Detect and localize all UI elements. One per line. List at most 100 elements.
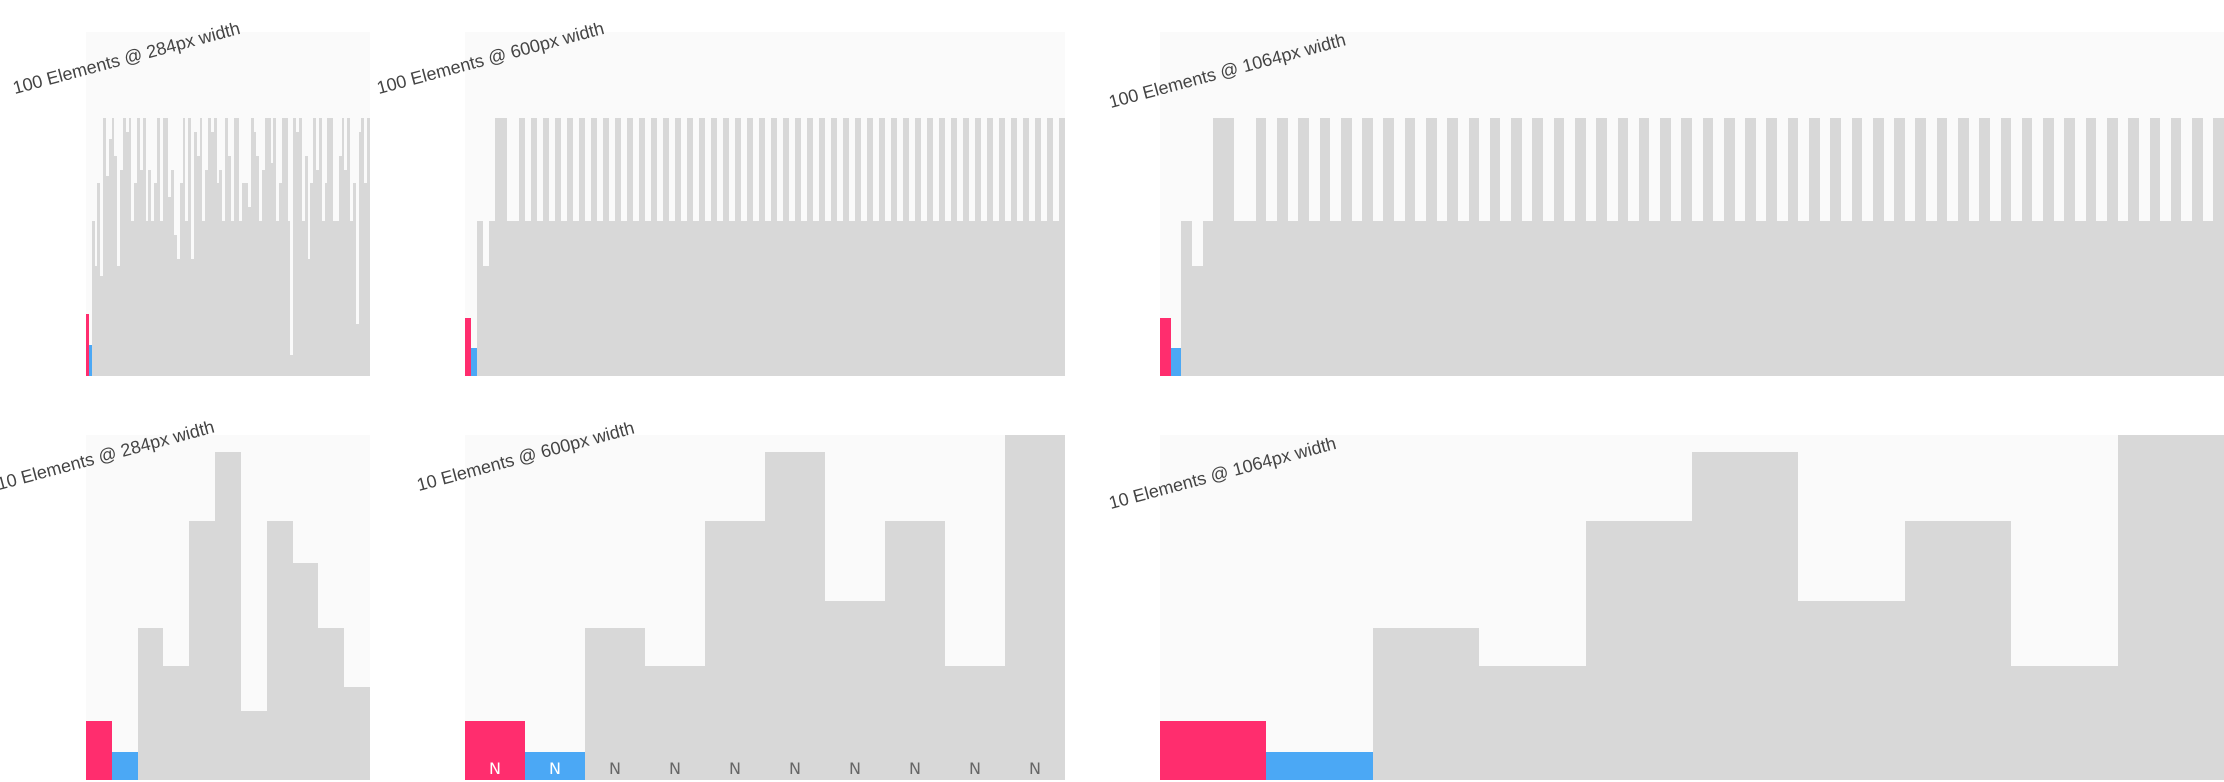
bar bbox=[92, 221, 95, 376]
bar bbox=[171, 170, 174, 376]
bar bbox=[262, 170, 265, 376]
bar bbox=[1011, 118, 1017, 376]
bar bbox=[513, 221, 519, 376]
bar bbox=[2011, 666, 2118, 780]
bar bbox=[1703, 118, 1713, 376]
bar bbox=[1041, 221, 1047, 376]
bar bbox=[168, 197, 171, 376]
bar bbox=[1160, 721, 1266, 780]
bar bbox=[1532, 118, 1543, 376]
bar bbox=[239, 221, 242, 376]
bar bbox=[231, 221, 234, 376]
bar bbox=[1500, 221, 1511, 376]
bar bbox=[2011, 221, 2022, 376]
bar bbox=[344, 687, 370, 780]
bar bbox=[163, 666, 189, 780]
bar bbox=[106, 176, 109, 376]
bar bbox=[344, 170, 347, 376]
bar bbox=[597, 221, 603, 376]
bar bbox=[1958, 118, 1969, 376]
bar bbox=[97, 183, 100, 376]
bar bbox=[316, 170, 319, 376]
bar-label: N bbox=[789, 759, 801, 778]
bar bbox=[293, 118, 296, 376]
bar bbox=[131, 221, 134, 376]
bar bbox=[1596, 118, 1607, 376]
bar bbox=[1362, 118, 1373, 376]
bar bbox=[663, 118, 669, 376]
bar bbox=[711, 118, 717, 376]
bar bbox=[465, 318, 471, 376]
bar bbox=[999, 118, 1005, 376]
bar bbox=[1745, 118, 1756, 376]
bar bbox=[1426, 118, 1437, 376]
bar bbox=[2096, 221, 2107, 376]
bar bbox=[2054, 221, 2064, 376]
bar bbox=[259, 221, 262, 376]
bar bbox=[322, 221, 325, 376]
bar bbox=[1181, 221, 1192, 376]
bar bbox=[1447, 118, 1458, 376]
bar bbox=[217, 183, 219, 376]
bar bbox=[183, 118, 185, 376]
bar bbox=[909, 221, 915, 376]
bar bbox=[2203, 221, 2213, 376]
bar bbox=[330, 118, 333, 376]
bar bbox=[364, 183, 367, 376]
bar bbox=[237, 118, 239, 376]
bar bbox=[609, 221, 615, 376]
bar bbox=[1330, 221, 1341, 376]
bar bbox=[1788, 118, 1798, 376]
bar bbox=[1692, 452, 1798, 780]
bar-label: N bbox=[1029, 759, 1041, 778]
bar bbox=[157, 118, 160, 376]
bar-label: N bbox=[669, 759, 681, 778]
bar bbox=[86, 314, 89, 376]
bar bbox=[318, 628, 344, 780]
bar bbox=[591, 118, 597, 376]
bar bbox=[1798, 221, 1809, 376]
bar bbox=[1894, 118, 1905, 376]
bar bbox=[765, 221, 771, 376]
bar bbox=[285, 118, 288, 376]
bar bbox=[2022, 118, 2032, 376]
bar bbox=[1405, 118, 1415, 376]
bar bbox=[1224, 118, 1234, 376]
bar bbox=[254, 132, 256, 376]
bar-label: N bbox=[489, 759, 501, 778]
bar bbox=[933, 221, 939, 376]
bar bbox=[89, 345, 92, 376]
bar bbox=[1373, 628, 1479, 780]
bar bbox=[325, 183, 327, 376]
bar bbox=[1234, 221, 1245, 376]
bar bbox=[117, 266, 120, 376]
bar bbox=[336, 221, 339, 376]
bar bbox=[1830, 118, 1841, 376]
bar bbox=[531, 118, 537, 376]
bar bbox=[313, 118, 316, 376]
bar bbox=[1905, 521, 2011, 780]
bar bbox=[154, 183, 157, 376]
bar bbox=[1059, 118, 1065, 376]
bar bbox=[2139, 221, 2150, 376]
bar bbox=[729, 221, 735, 376]
bar bbox=[2128, 118, 2139, 376]
bar bbox=[163, 118, 166, 376]
bar bbox=[1649, 221, 1660, 376]
bar bbox=[939, 118, 945, 376]
bar bbox=[188, 118, 191, 376]
bar bbox=[837, 221, 843, 376]
bar bbox=[1213, 118, 1224, 376]
bar bbox=[2064, 118, 2075, 376]
bar bbox=[248, 207, 251, 376]
bar bbox=[288, 221, 290, 376]
bar bbox=[356, 324, 359, 376]
bar bbox=[1852, 118, 1862, 376]
bar bbox=[975, 118, 981, 376]
bar bbox=[1618, 118, 1628, 376]
bar bbox=[350, 221, 353, 376]
bar-label: N bbox=[969, 759, 981, 778]
bar bbox=[2213, 118, 2224, 376]
bar bbox=[2171, 118, 2181, 376]
bar bbox=[1017, 221, 1023, 376]
